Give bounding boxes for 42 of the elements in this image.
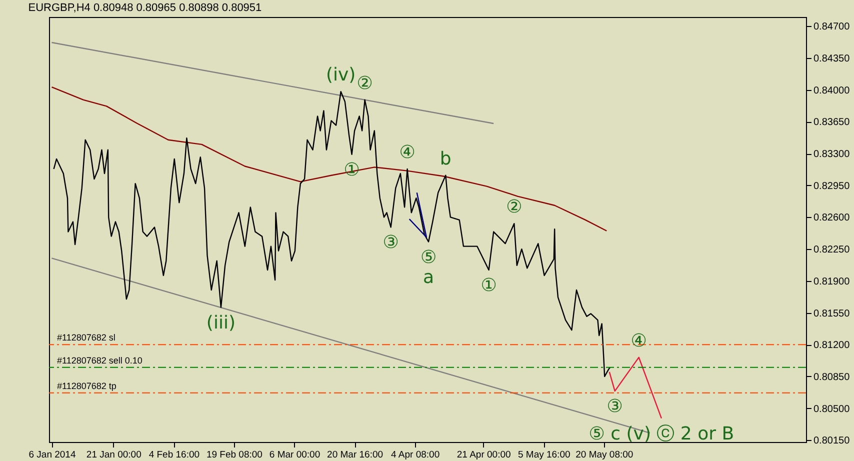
y-tick-label: 0.80500 — [814, 404, 850, 415]
y-tick-label: 0.84350 — [814, 53, 850, 64]
annotation: ③ — [606, 396, 623, 418]
y-tick-label: 0.81550 — [814, 308, 850, 320]
y-tick-label: 0.81900 — [814, 276, 850, 288]
ref-line-label: #112807682 tp — [57, 380, 116, 391]
x-tick-label: 20 Mar 16:00 — [327, 450, 384, 460]
x-tick-label: 6 Mar 00:00 — [269, 450, 320, 460]
y-tick-label: 0.83650 — [814, 117, 850, 128]
annotation: ③ — [382, 232, 399, 254]
x-tick-label: 20 May 08:00 — [576, 450, 634, 460]
y-tick-label: 0.80150 — [814, 436, 850, 447]
chart-title: EURGBP,H4 0.80948 0.80965 0.80898 0.80951 — [28, 2, 262, 14]
annotation: ② — [356, 72, 373, 94]
annotation: (iv) — [326, 64, 356, 86]
x-tick-label: 21 Jan 00:00 — [86, 450, 142, 460]
y-tick-label: 0.80850 — [814, 372, 850, 383]
line-series — [608, 356, 662, 419]
ref-line-label: #112807682 sl — [57, 332, 116, 343]
annotation: a — [423, 266, 434, 288]
annotation: ⑤ c (v) ⓒ 2 or B — [588, 423, 734, 444]
x-tick-label: 5 May 16:00 — [518, 450, 570, 460]
x-tick-label: 4 Apr 08:00 — [391, 450, 440, 460]
y-tick-label: 0.81200 — [814, 340, 850, 352]
ref-line-label: #112807682 sell 0.10 — [57, 355, 142, 366]
y-tick-label: 0.82950 — [814, 180, 850, 192]
line-series — [53, 91, 611, 378]
y-tick-label: 0.84000 — [814, 85, 850, 96]
y-tick-label: 0.83300 — [814, 149, 850, 160]
x-tick-label: 4 Feb 16:00 — [148, 450, 200, 460]
annotation: ⑤ — [420, 246, 437, 268]
annotation: ② — [506, 196, 522, 218]
x-tick-label: 21 Apr 00:00 — [456, 450, 511, 460]
annotation: ① — [480, 275, 497, 296]
annotation: b — [440, 148, 452, 170]
y-tick-label: 0.84700 — [814, 22, 850, 33]
y-tick-label: 0.82600 — [814, 212, 850, 224]
x-tick-label: 19 Feb 08:00 — [206, 450, 262, 460]
annotation: (iii) — [206, 312, 236, 334]
annotation: ④ — [399, 142, 416, 163]
x-tick-label: 6 Jan 2014 — [28, 450, 76, 460]
y-tick-label: 0.82250 — [814, 244, 850, 256]
